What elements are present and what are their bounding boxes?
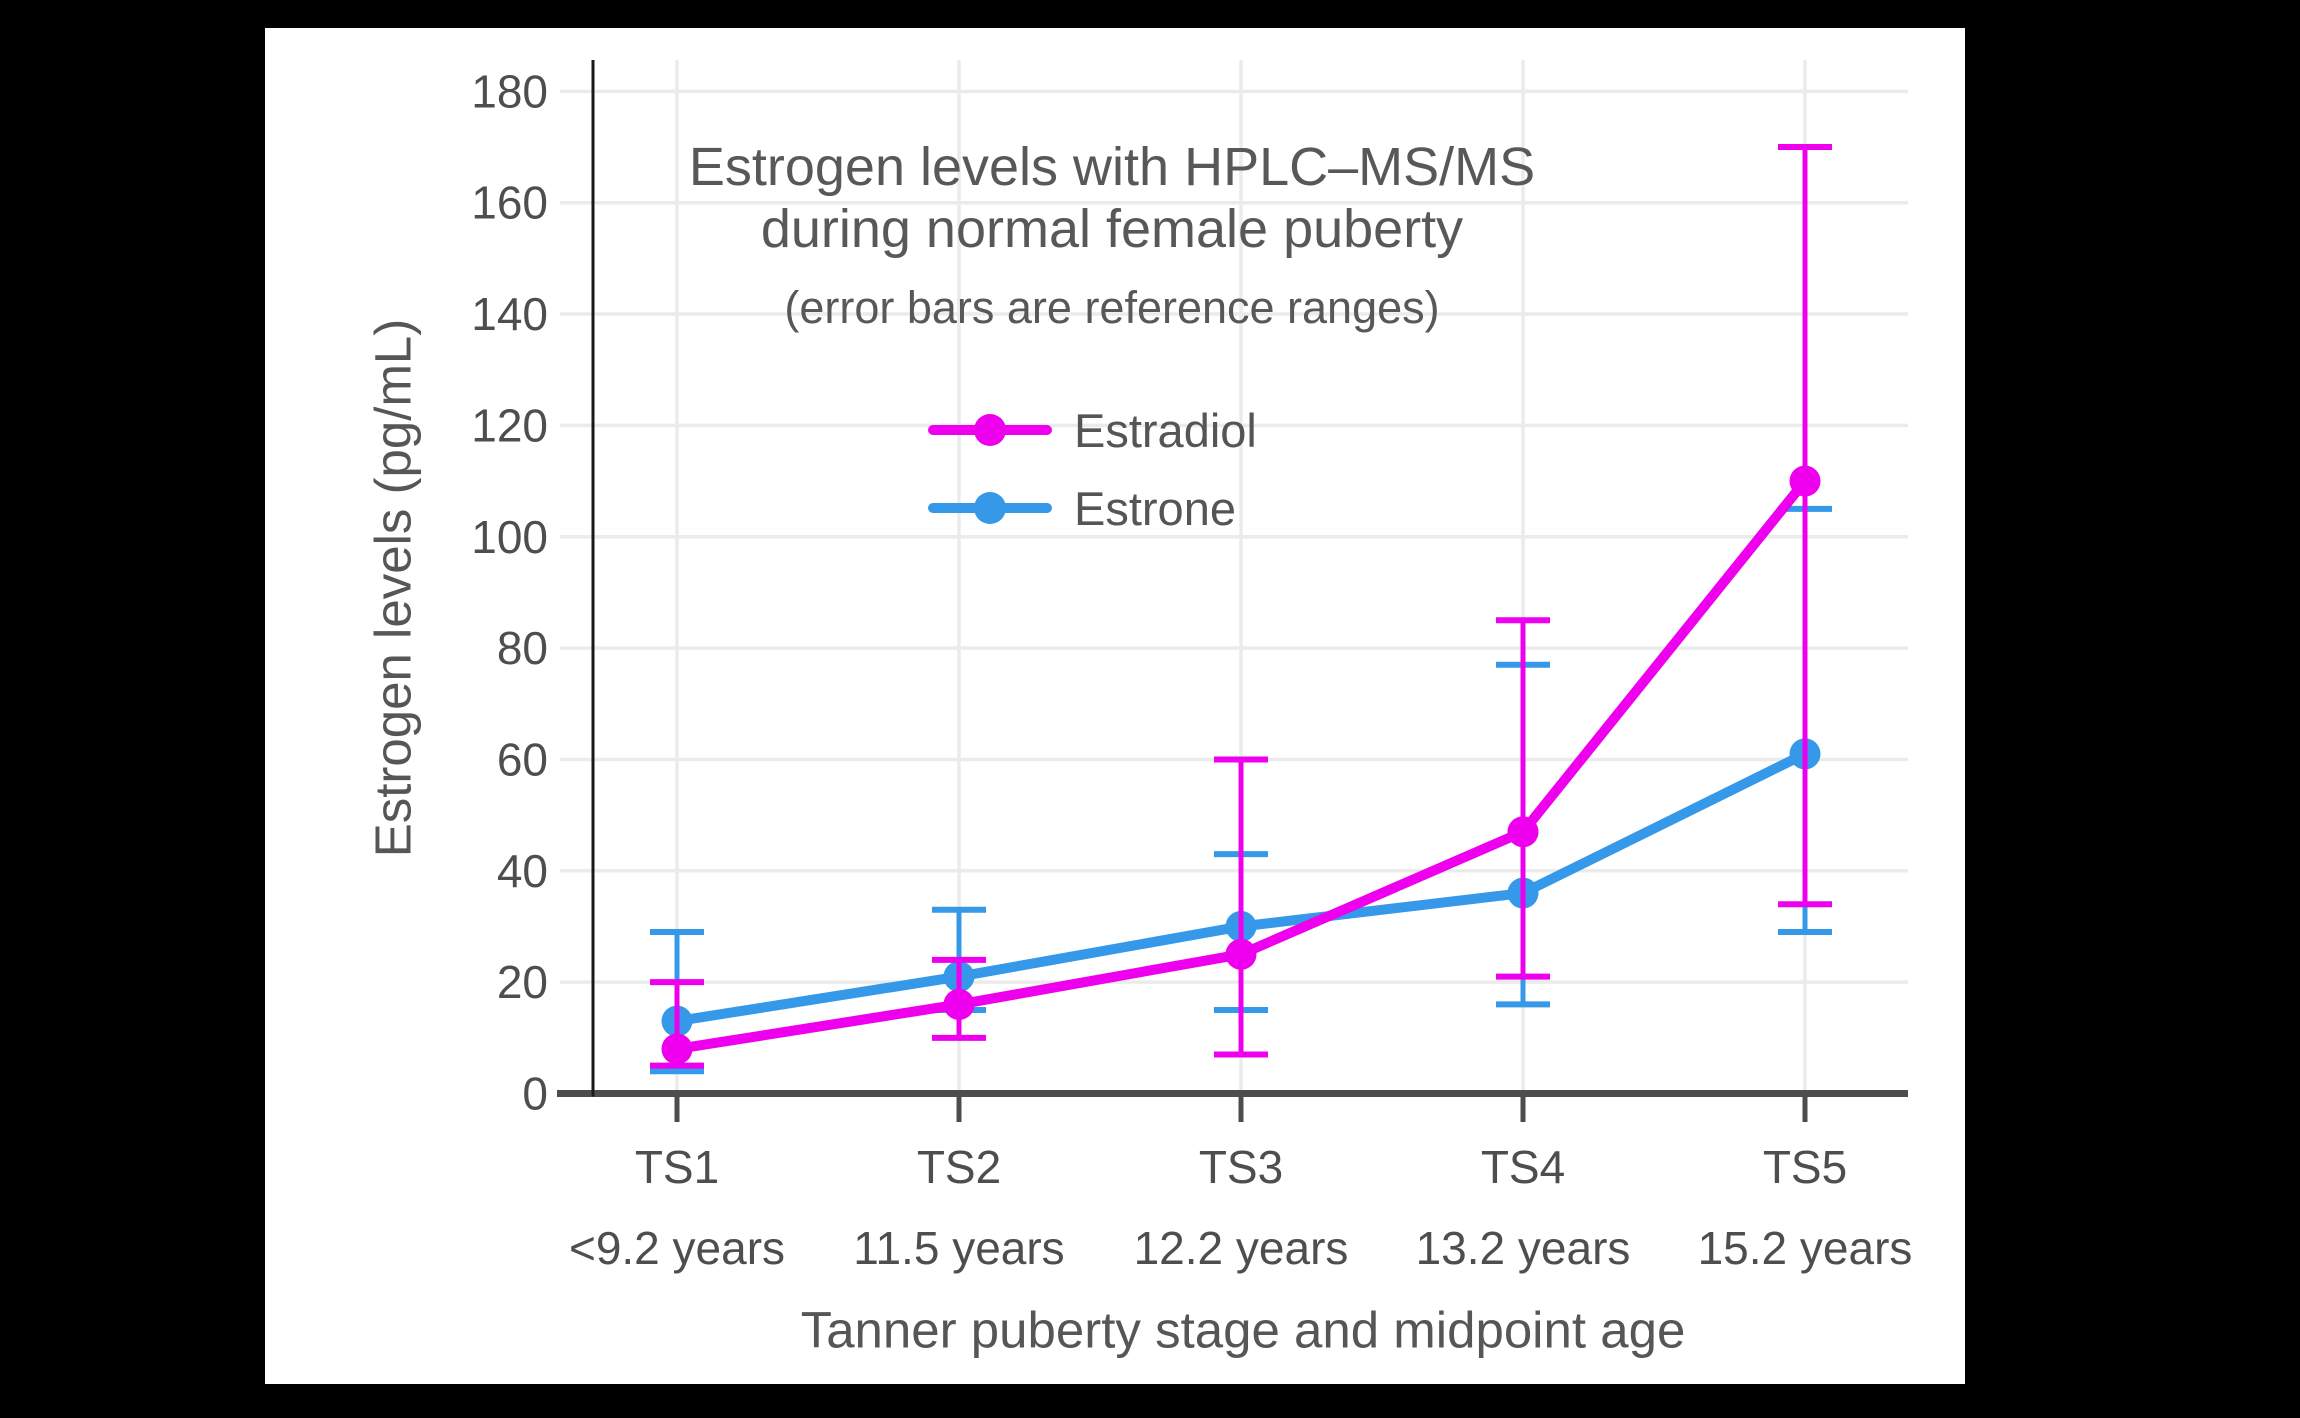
x-tick-label-TS1: TS1 (635, 1141, 719, 1193)
chart-title-block: Estrogen levels with HPLC–MS/MS during n… (480, 136, 1744, 334)
data-point-estradiol-TS2 (943, 988, 975, 1020)
y-tick-label-80: 80 (497, 622, 548, 674)
y-tick-label-0: 0 (522, 1068, 548, 1120)
y-tick-label-40: 40 (497, 845, 548, 897)
x-tick-label-TS2: TS2 (917, 1141, 1001, 1193)
legend: Estradiol Estrone (928, 402, 1257, 536)
legend-sample-icon (928, 402, 1052, 458)
legend-sample-icon (928, 480, 1052, 536)
y-tick-label-100: 100 (471, 511, 548, 563)
legend-item-estrone: Estrone (928, 480, 1257, 536)
y-tick-label-140: 140 (471, 288, 548, 340)
y-tick-label-160: 160 (471, 177, 548, 229)
legend-label: Estrone (1074, 481, 1236, 535)
y-tick-label-180: 180 (471, 65, 548, 117)
legend-item-estradiol: Estradiol (928, 402, 1257, 458)
data-point-estradiol-TS5 (1789, 465, 1821, 497)
chart-title-line2: during normal female puberty (760, 199, 1464, 259)
y-tick-label-60: 60 (497, 733, 548, 785)
x-tick-label-TS5: TS5 (1763, 1141, 1847, 1193)
data-point-estradiol-TS4 (1507, 816, 1539, 848)
x-age-label-TS2: 11.5 years (853, 1222, 1064, 1274)
x-axis-title: Tanner puberty stage and midpoint age (800, 1301, 1686, 1359)
chart-canvas (265, 28, 1965, 1384)
x-age-label-TS3: 12.2 years (1134, 1222, 1349, 1274)
data-point-estradiol-TS1 (661, 1033, 693, 1065)
y-axis-title: Estrogen levels (pg/mL) (364, 318, 422, 858)
x-tick-label-TS3: TS3 (1199, 1141, 1283, 1193)
chart-subtitle: (error bars are reference ranges) (784, 282, 1440, 333)
data-point-estradiol-TS3 (1225, 938, 1257, 970)
y-tick-label-120: 120 (471, 399, 548, 451)
y-tick-label-20: 20 (497, 956, 548, 1008)
x-age-label-TS1: <9.2 years (569, 1222, 785, 1274)
x-age-label-TS4: 13.2 years (1416, 1222, 1631, 1274)
legend-label: Estradiol (1074, 403, 1257, 457)
x-tick-label-TS4: TS4 (1481, 1141, 1565, 1193)
x-age-label-TS5: 15.2 years (1698, 1222, 1913, 1274)
chart-title-line1: Estrogen levels with HPLC–MS/MS (688, 137, 1536, 197)
